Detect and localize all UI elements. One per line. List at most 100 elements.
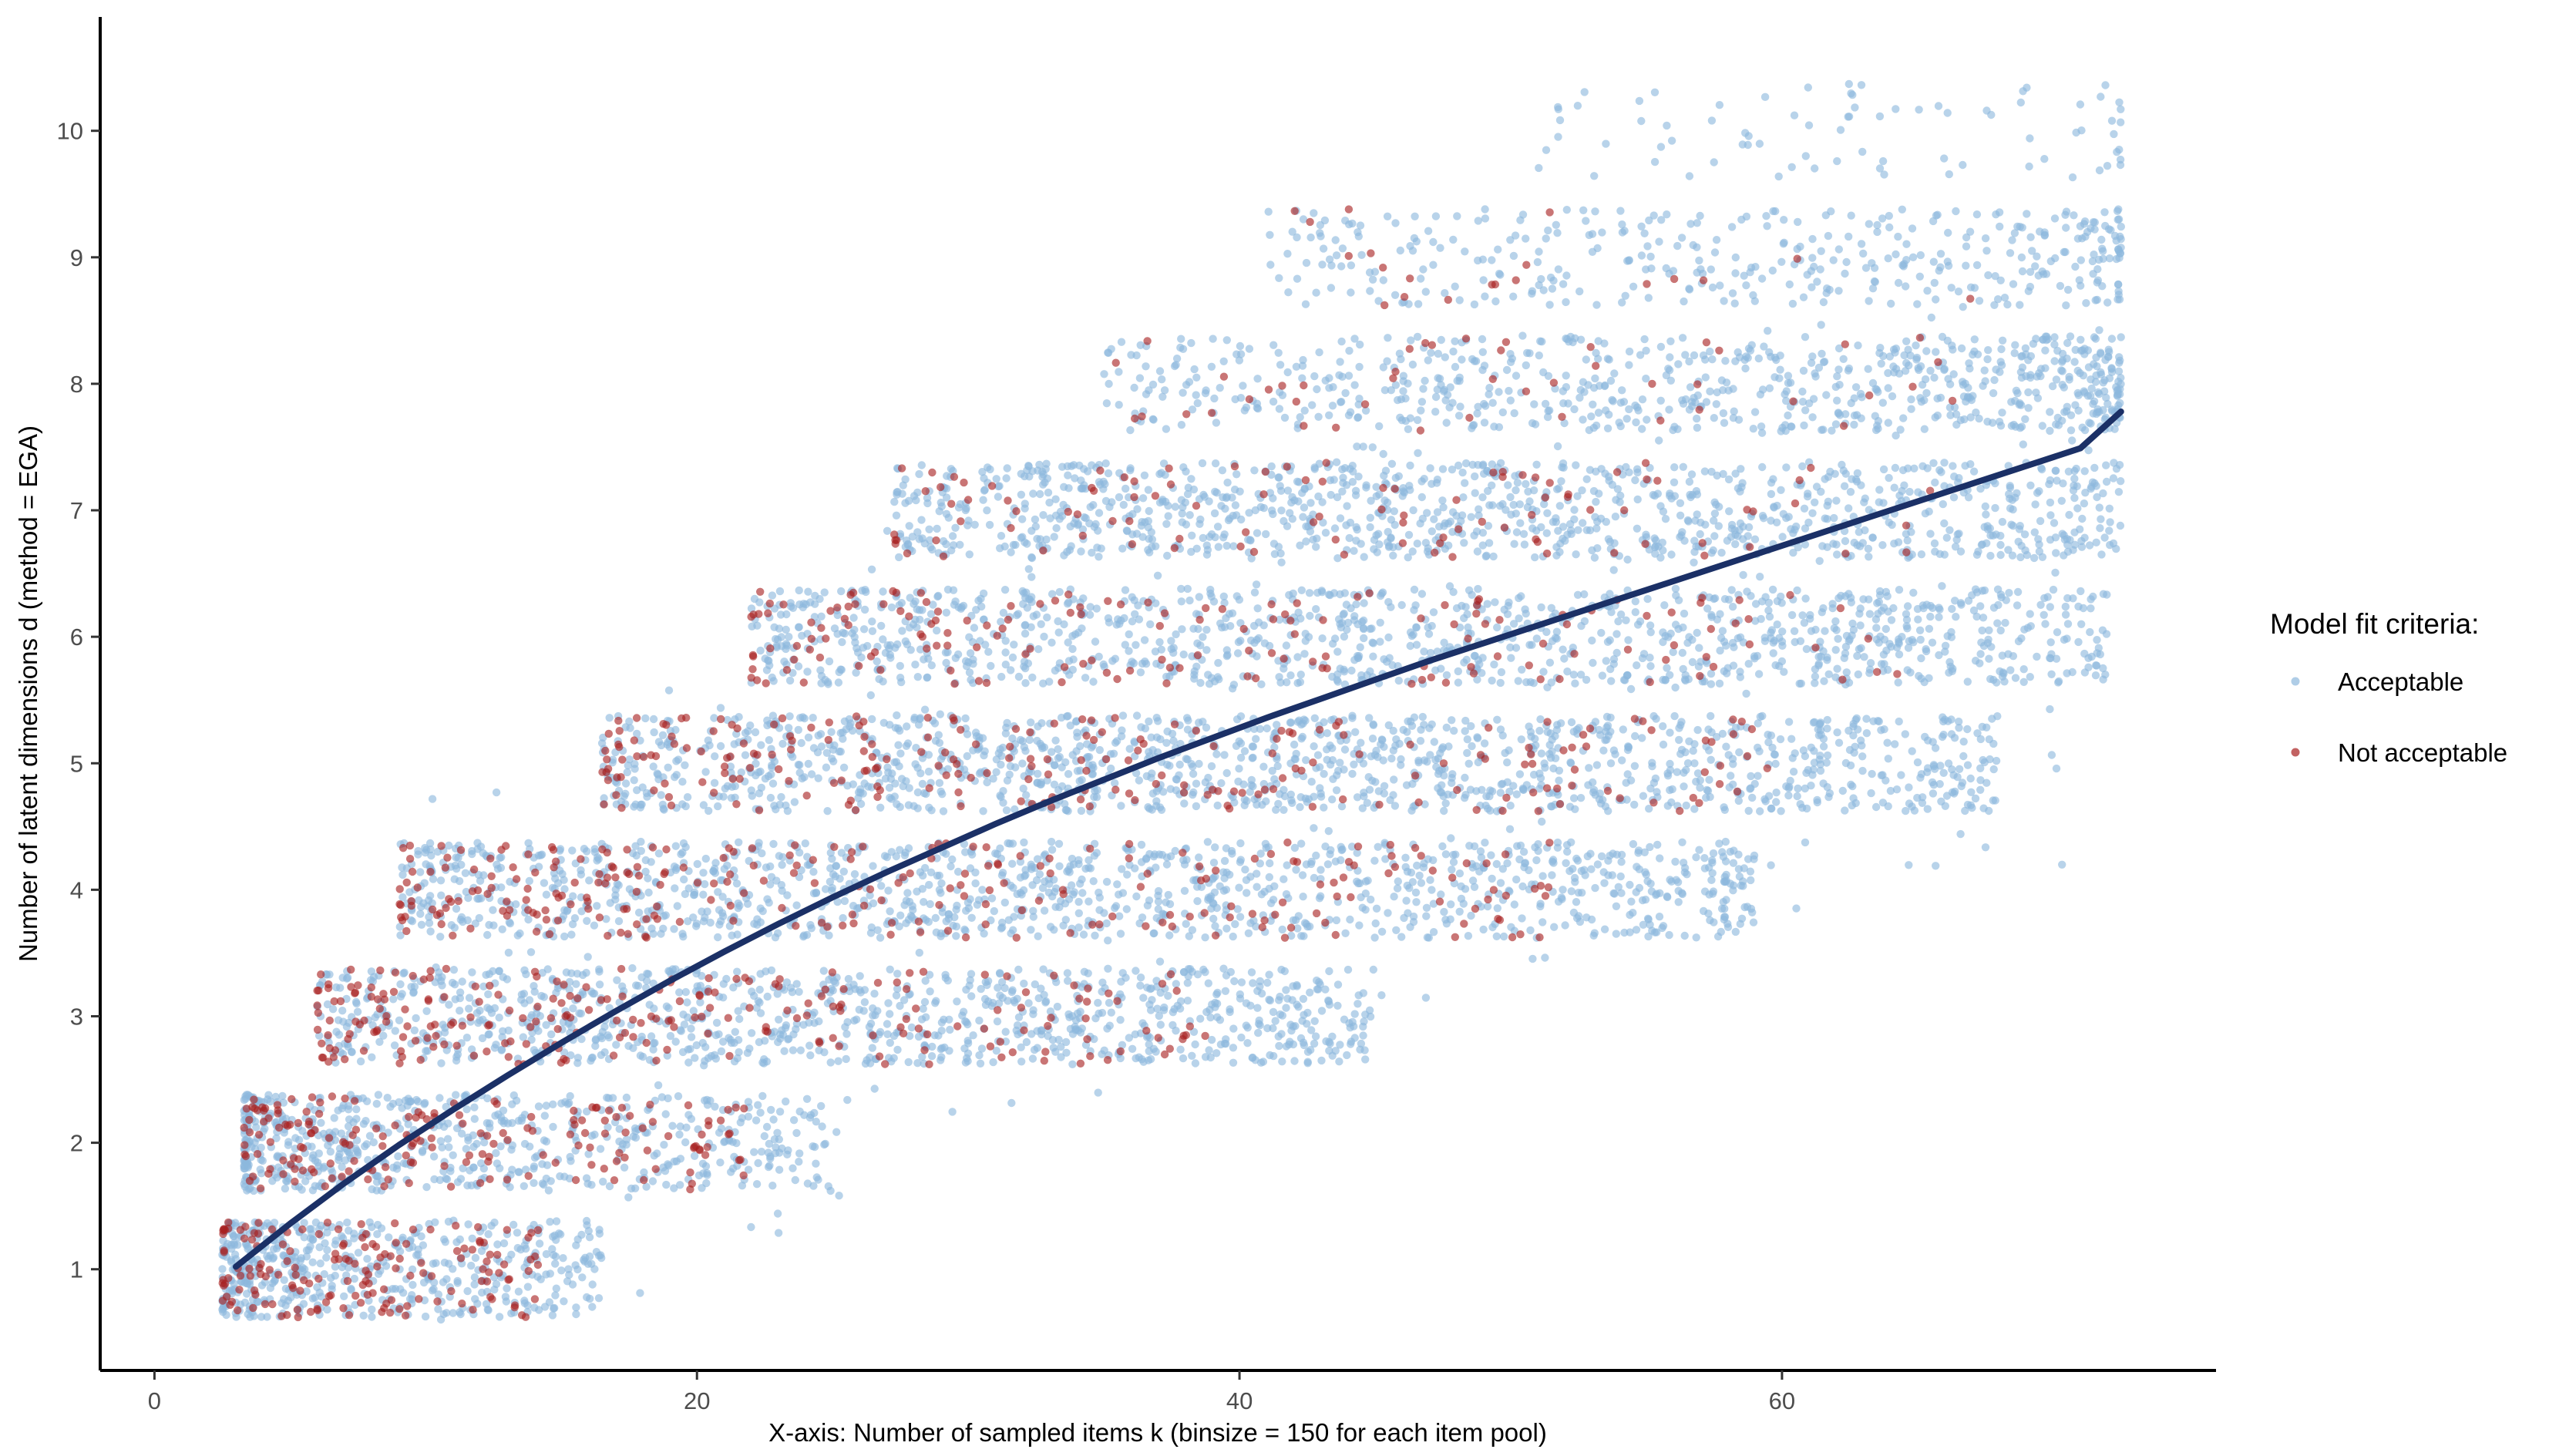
point-acceptable [836,748,846,756]
point-acceptable [1360,599,1368,607]
point-acceptable [1363,799,1372,807]
point-acceptable [1871,802,1881,812]
point-acceptable [257,1281,267,1290]
point-acceptable [1849,794,1858,802]
point-acceptable [242,1290,251,1298]
point-acceptable [1518,882,1527,891]
point-acceptable [1629,839,1638,849]
point-acceptable [338,973,347,982]
point-acceptable [785,633,793,641]
point-acceptable [1640,848,1649,857]
point-acceptable [1029,612,1038,620]
point-acceptable [1561,921,1569,930]
point-acceptable [1791,749,1799,758]
point-acceptable [1360,1046,1369,1054]
point-acceptable [457,860,466,869]
point-acceptable [1370,856,1379,865]
point-acceptable [1663,769,1672,778]
point-acceptable [363,1255,372,1263]
point-acceptable [1923,764,1932,772]
point-acceptable [2049,585,2058,594]
point-acceptable [961,1017,970,1026]
point-acceptable [1140,636,1149,644]
point-acceptable [1055,587,1064,597]
point-acceptable [1538,918,1547,926]
point-acceptable [520,1111,530,1119]
point-acceptable [775,1135,783,1144]
point-acceptable [681,889,690,899]
point-acceptable [1277,965,1286,974]
point-acceptable [1925,624,1934,633]
point-acceptable [1750,779,1759,789]
point-acceptable [1116,930,1125,938]
point-acceptable [2013,601,2022,610]
point-acceptable [624,1041,633,1051]
point-acceptable [1963,800,1972,809]
point-acceptable [560,1297,568,1306]
point-acceptable [1976,776,1985,785]
point-acceptable [746,721,755,730]
point-acceptable [1128,1044,1137,1054]
point-acceptable [1374,753,1382,762]
point-acceptable [1207,1035,1216,1044]
point-acceptable [1054,839,1064,849]
point-acceptable [975,733,984,741]
point-acceptable [1394,877,1403,886]
point-acceptable [642,1182,651,1191]
point-acceptable [935,871,944,880]
point-acceptable [1747,876,1755,885]
point-acceptable [1720,915,1728,924]
point-acceptable [1292,866,1300,874]
point-acceptable [374,1091,383,1099]
point-acceptable [1115,912,1124,920]
point-acceptable [1548,871,1556,879]
point-acceptable [1350,1034,1359,1042]
point-acceptable [1597,628,1606,637]
point-acceptable [941,973,950,983]
point-acceptable [631,842,640,850]
point-acceptable [1630,800,1639,809]
point-acceptable [845,715,854,724]
point-acceptable [1412,898,1421,906]
point-acceptable [332,1027,341,1036]
point-acceptable [1235,883,1243,892]
point-acceptable [567,930,576,939]
point-acceptable [1201,1053,1210,1061]
point-acceptable [344,1101,353,1110]
point-acceptable [1315,978,1323,987]
point-acceptable [1135,776,1144,785]
point-acceptable [535,1239,544,1248]
point-acceptable [1858,752,1867,761]
point-acceptable [1729,760,1737,768]
point-acceptable [582,968,590,977]
point-acceptable [1020,743,1029,752]
point-acceptable [1188,1051,1196,1061]
point-acceptable [1619,725,1627,734]
point-acceptable [1608,871,1616,879]
point-acceptable [395,1016,404,1025]
point-acceptable [1928,638,1937,647]
point-acceptable [1702,793,1710,802]
point-acceptable [1058,782,1067,791]
point-acceptable [278,1091,287,1101]
point-acceptable [244,1245,252,1253]
point-acceptable [826,1058,835,1067]
point-acceptable [523,1283,533,1291]
point-acceptable [761,775,770,783]
point-acceptable [678,778,687,786]
point-acceptable [815,1017,823,1026]
point-acceptable [967,992,976,1000]
point-acceptable [583,1293,591,1302]
point-acceptable [546,1177,555,1185]
point-acceptable [1659,740,1668,749]
point-acceptable [1913,758,1922,767]
point-acceptable [1062,1048,1071,1058]
point-acceptable [1191,1059,1200,1068]
point-acceptable [350,1234,358,1242]
point-acceptable [468,1234,476,1243]
point-acceptable [573,1054,583,1062]
point-acceptable [1448,770,1457,778]
point-acceptable [934,591,943,600]
point-acceptable [1468,876,1478,885]
point-acceptable [436,933,445,941]
